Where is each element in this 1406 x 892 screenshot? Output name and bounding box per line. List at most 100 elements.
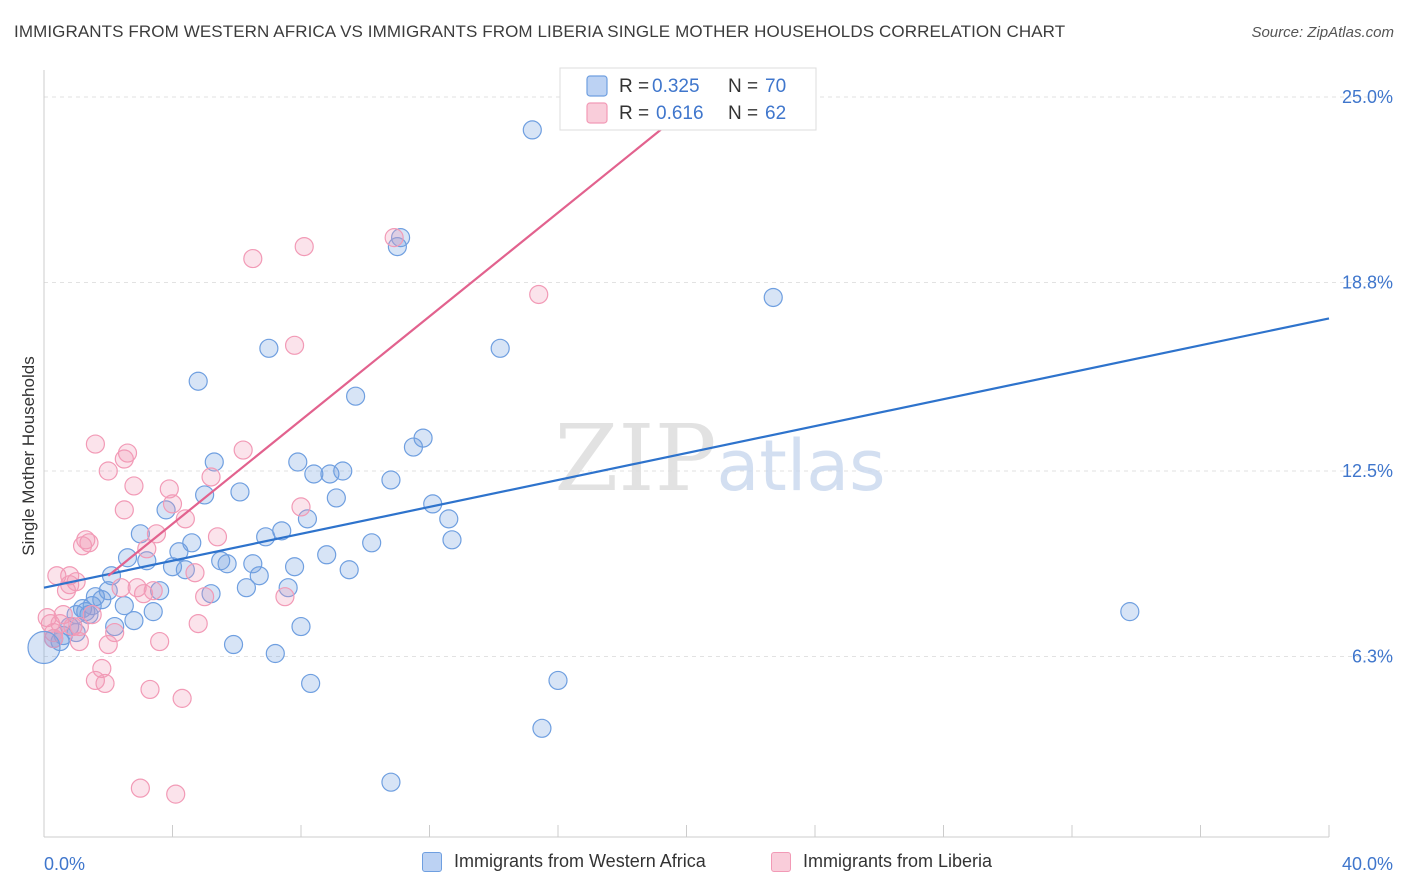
legend-swatch-blue bbox=[422, 851, 442, 872]
point-western-africa bbox=[188, 371, 208, 391]
grid-layer bbox=[44, 96, 1389, 658]
point-western-africa bbox=[339, 560, 359, 580]
point-western-africa bbox=[236, 578, 256, 598]
point-liberia bbox=[137, 539, 157, 559]
point-liberia bbox=[150, 631, 170, 652]
legend-item-liberia: Immigrants from Liberia bbox=[771, 851, 992, 872]
y-tick-label: 25.0% bbox=[1342, 87, 1393, 107]
legend-n-value-2: 62 bbox=[765, 103, 786, 124]
point-western-africa bbox=[230, 482, 250, 502]
point-western-africa bbox=[124, 610, 144, 631]
point-liberia bbox=[233, 440, 253, 460]
point-western-africa bbox=[195, 485, 215, 505]
legend-n-label-1: N = bbox=[728, 76, 758, 97]
x-tick-label: 40.0% bbox=[1342, 854, 1393, 874]
point-liberia bbox=[69, 616, 89, 637]
x-tick-label: 0.0% bbox=[44, 854, 85, 874]
point-western-africa bbox=[243, 554, 263, 574]
point-western-africa bbox=[522, 120, 542, 140]
point-liberia bbox=[92, 658, 112, 679]
point-western-africa bbox=[442, 530, 462, 550]
watermark-atlas: atlas bbox=[717, 425, 886, 507]
point-liberia bbox=[69, 631, 89, 652]
point-liberia bbox=[172, 688, 192, 708]
stats-legend: R = 0.325 N = 70 R = 0.616 N = 62 bbox=[559, 67, 817, 131]
y-axis-label: Single Mother Households bbox=[19, 356, 38, 555]
point-western-africa bbox=[265, 643, 285, 664]
point-liberia bbox=[130, 778, 150, 798]
point-western-africa bbox=[217, 554, 237, 574]
point-liberia bbox=[207, 527, 228, 547]
point-western-africa bbox=[304, 464, 324, 484]
source-label: Source: ZipAtlas.com bbox=[1251, 24, 1394, 41]
point-liberia bbox=[98, 634, 118, 655]
point-liberia bbox=[384, 228, 404, 248]
point-western-africa bbox=[105, 616, 125, 637]
trend-layer bbox=[43, 108, 1330, 589]
point-liberia bbox=[98, 461, 118, 481]
point-western-africa bbox=[490, 338, 510, 358]
legend-r-label-2: R = bbox=[619, 103, 649, 124]
point-western-africa bbox=[182, 533, 202, 553]
point-western-africa bbox=[346, 386, 366, 406]
point-liberia bbox=[140, 679, 160, 700]
bottom-legend: Immigrants from Western Africa Immigrant… bbox=[0, 851, 1406, 879]
legend-label-liberia: Immigrants from Liberia bbox=[803, 851, 993, 871]
legend-n-label-2: N = bbox=[728, 103, 758, 124]
point-liberia bbox=[95, 673, 115, 694]
point-western-africa bbox=[291, 616, 311, 637]
point-liberia bbox=[284, 335, 305, 355]
legend-swatch-western-africa bbox=[586, 75, 608, 97]
point-liberia bbox=[79, 533, 99, 553]
legend-r-value-2: 0.616 bbox=[656, 103, 704, 124]
legend-n-value-1: 70 bbox=[765, 76, 786, 97]
point-western-africa bbox=[381, 470, 401, 490]
chart-title: IMMIGRANTS FROM WESTERN AFRICA VS IMMIGR… bbox=[14, 22, 1066, 41]
point-liberia bbox=[114, 449, 134, 469]
point-western-africa bbox=[390, 228, 411, 248]
legend-item-western-africa: Immigrants from Western Africa bbox=[422, 851, 706, 872]
point-western-africa bbox=[301, 673, 321, 694]
legend-swatch-liberia bbox=[586, 102, 608, 124]
point-liberia bbox=[105, 622, 125, 643]
point-liberia bbox=[82, 605, 102, 625]
watermark: ZIPatlas bbox=[554, 405, 885, 512]
point-western-africa bbox=[297, 509, 318, 529]
y-tick-label: 18.8% bbox=[1342, 273, 1393, 293]
point-liberia bbox=[185, 563, 205, 583]
point-western-africa bbox=[27, 630, 61, 665]
point-western-africa bbox=[249, 566, 269, 586]
y-tick-label: 12.5% bbox=[1342, 461, 1393, 481]
point-western-africa bbox=[317, 545, 337, 565]
point-liberia bbox=[201, 467, 221, 487]
point-liberia bbox=[162, 494, 183, 514]
point-liberia bbox=[275, 587, 295, 607]
point-western-africa bbox=[150, 581, 170, 601]
trend-line-western-africa bbox=[43, 317, 1330, 589]
point-liberia bbox=[146, 524, 167, 544]
legend-r-value-1: 0.325 bbox=[652, 76, 700, 97]
point-western-africa bbox=[1120, 602, 1140, 622]
point-western-africa bbox=[284, 557, 305, 577]
point-western-africa bbox=[362, 533, 382, 553]
points-layer bbox=[27, 120, 1140, 804]
point-western-africa bbox=[532, 718, 552, 738]
trend-line-liberia bbox=[107, 108, 688, 577]
point-western-africa bbox=[413, 428, 433, 448]
point-liberia bbox=[143, 581, 163, 601]
point-western-africa bbox=[288, 452, 308, 472]
legend-label-western-africa: Immigrants from Western Africa bbox=[454, 851, 706, 871]
point-western-africa bbox=[763, 287, 783, 308]
point-western-africa bbox=[117, 548, 138, 568]
axis-layer: 6.3% 12.5% 18.8% 25.0% 0.0% 40.0% bbox=[43, 70, 1393, 874]
point-liberia bbox=[117, 443, 138, 463]
point-liberia bbox=[111, 578, 131, 598]
y-tick-label: 6.3% bbox=[1352, 647, 1393, 667]
point-western-africa bbox=[439, 509, 459, 529]
point-liberia bbox=[175, 509, 195, 529]
legend-r-label-1: R = bbox=[619, 76, 649, 97]
point-liberia bbox=[76, 530, 96, 550]
point-western-africa bbox=[204, 452, 224, 472]
point-liberia bbox=[195, 587, 215, 607]
